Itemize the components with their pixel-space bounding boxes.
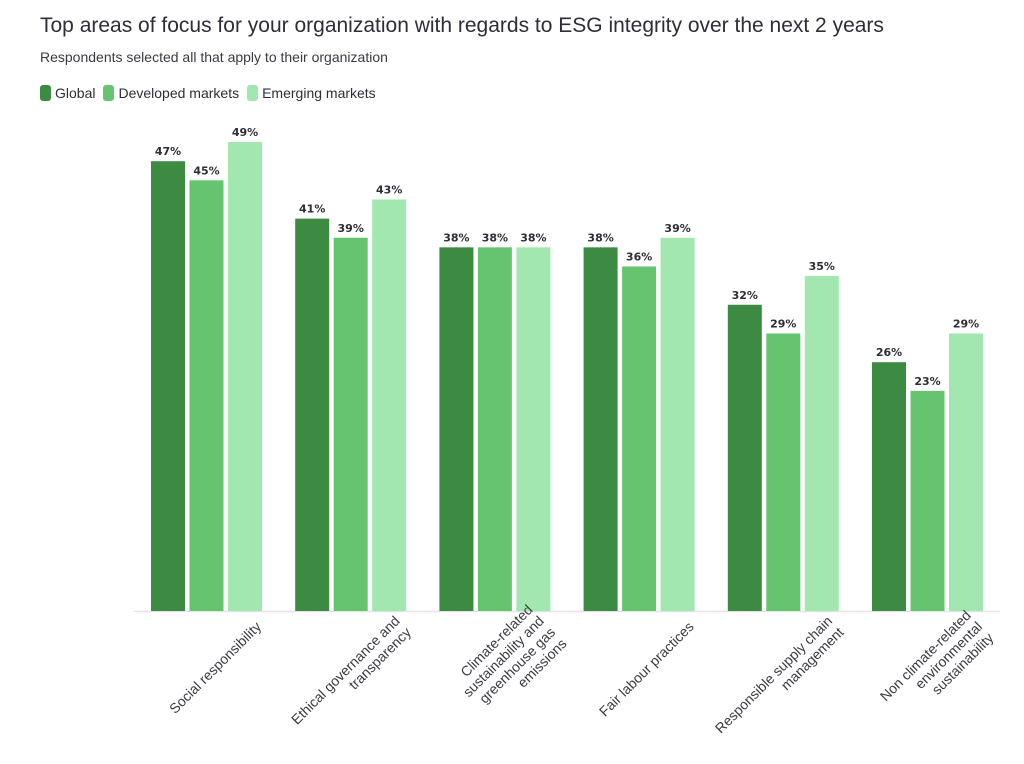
bar-global-0 (151, 161, 185, 611)
bar-emerging-markets-0 (228, 142, 262, 611)
bar-emerging-markets-3 (660, 237, 695, 611)
legend-swatch-global (40, 85, 51, 101)
category-label: Climate-relatedsustainability andgreenho… (448, 601, 569, 722)
legend-label-developed: Developed markets (118, 85, 240, 101)
legend-label-emerging: Emerging markets (262, 85, 376, 101)
data-label: 38% (482, 231, 508, 244)
data-label: 29% (770, 317, 796, 330)
bar-global-4 (727, 304, 762, 611)
legend-label-global: Global (55, 85, 96, 101)
svg-text:Climate-relatedsustainability: Climate-relatedsustainability andgreenho… (448, 601, 569, 722)
bar-global-1 (295, 218, 330, 611)
bar-developed-markets-3 (622, 266, 657, 611)
data-label: 45% (193, 164, 219, 177)
legend: Global Developed markets Emerging market… (40, 85, 384, 101)
chart-title: Top areas of focus for your organization… (40, 14, 884, 37)
data-label: 36% (626, 250, 652, 263)
bar-emerging-markets-1 (372, 199, 407, 612)
category-label: Non climate-relatedenvironmentalsustaina… (877, 607, 997, 727)
bar-developed-markets-1 (333, 237, 368, 611)
bar-developed-markets-4 (766, 333, 801, 611)
bar-emerging-markets-4 (804, 276, 839, 611)
legend-swatch-developed (103, 85, 115, 101)
legend-item-emerging: Emerging markets (247, 85, 376, 101)
bar-global-5 (872, 362, 906, 611)
legend-swatch-emerging (247, 85, 259, 101)
svg-text:Ethical governance andtranspar: Ethical governance andtransparency (288, 613, 414, 739)
bar-global-2 (439, 247, 474, 611)
svg-text:Responsible supply chainmanage: Responsible supply chainmanagement (712, 613, 847, 748)
data-label: 47% (155, 145, 181, 158)
data-label: 38% (443, 231, 469, 244)
svg-text:Fair labour practices: Fair labour practices (596, 618, 697, 719)
data-label: 35% (809, 260, 835, 273)
category-label: Responsible supply chainmanagement (712, 613, 847, 748)
data-label: 23% (914, 375, 940, 388)
data-label: 26% (876, 346, 902, 359)
data-label: 49% (232, 126, 258, 139)
data-label: 39% (338, 222, 364, 235)
data-label: 39% (664, 222, 690, 235)
legend-item-developed: Developed markets (103, 85, 239, 101)
legend-item-global: Global (40, 85, 95, 101)
bar-emerging-markets-5 (949, 333, 983, 611)
data-label: 38% (520, 231, 546, 244)
bar-developed-markets-5 (910, 390, 945, 611)
chart-subtitle: Respondents selected all that apply to t… (40, 49, 388, 65)
bar-developed-markets-0 (189, 180, 224, 611)
category-label: Fair labour practices (596, 618, 697, 719)
data-label: 32% (732, 289, 758, 302)
bar-developed-markets-2 (477, 247, 512, 611)
data-label: 43% (376, 183, 402, 196)
data-label: 38% (587, 231, 613, 244)
category-label: Social responsibility (166, 618, 264, 716)
bar-emerging-markets-2 (516, 247, 551, 611)
bar-global-3 (583, 247, 618, 611)
data-label: 29% (953, 317, 979, 330)
category-label: Ethical governance andtransparency (288, 613, 414, 739)
data-label: 41% (299, 203, 325, 216)
svg-text:Social responsibility: Social responsibility (166, 618, 264, 716)
svg-text:Non climate-relatedenvironment: Non climate-relatedenvironmentalsustaina… (877, 607, 997, 727)
